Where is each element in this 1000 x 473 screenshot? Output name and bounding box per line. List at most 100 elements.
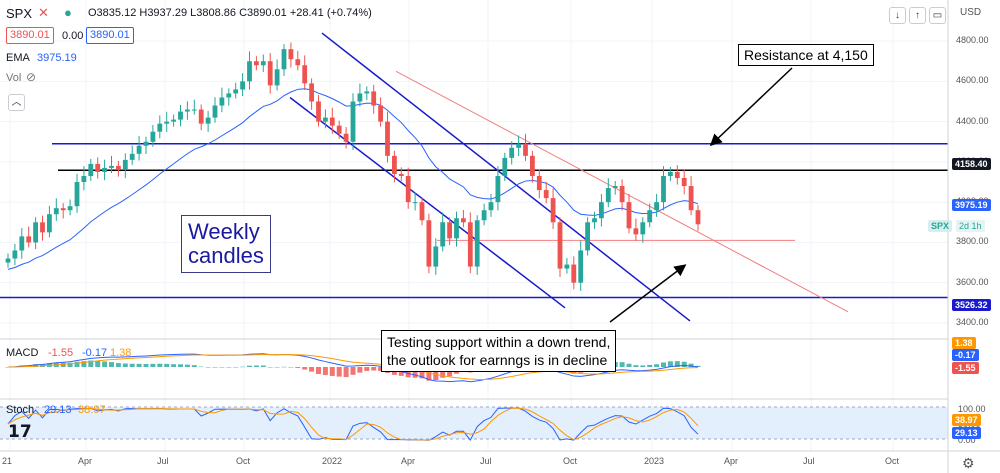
macd-histogram-bar xyxy=(178,364,183,367)
macd-histogram-bar xyxy=(226,367,232,368)
macd-tag-1: 1.38 xyxy=(952,337,976,349)
candle-body xyxy=(309,83,314,102)
time-tick-label: Oct xyxy=(236,456,251,466)
candle-body xyxy=(619,186,625,203)
support-price-tag: 3526.32 xyxy=(952,299,991,311)
macd-histogram-bar xyxy=(240,366,246,368)
candle-body xyxy=(371,91,377,106)
macd-histogram-bar xyxy=(295,367,301,368)
macd-tag-3: -1.55 xyxy=(952,362,979,374)
candle-body xyxy=(316,101,321,122)
candle-body xyxy=(5,258,11,263)
macd-histogram-bar xyxy=(667,361,673,367)
candle-body xyxy=(467,222,473,267)
buy-price-box[interactable]: 3890.01 xyxy=(86,27,134,44)
candle-body xyxy=(60,208,66,211)
stoch-tick-label: 100.00 xyxy=(958,404,986,414)
candle-body xyxy=(12,250,18,259)
candle-body xyxy=(564,264,570,269)
candle-body xyxy=(109,165,114,168)
gear-icon[interactable]: ⚙ xyxy=(962,455,975,471)
macd-histogram-bar xyxy=(274,367,280,368)
close-icon[interactable]: ✕ xyxy=(38,5,49,20)
macd-histogram-bar xyxy=(695,365,701,367)
macd-label[interactable]: MACD xyxy=(6,347,39,359)
time-tick-label: 21 xyxy=(2,456,13,466)
price-tick-label: 3800.00 xyxy=(956,236,989,247)
move-down-icon[interactable]: ↓ xyxy=(889,7,906,24)
symbol-label[interactable]: SPX xyxy=(6,6,33,21)
macd-histogram-bar xyxy=(281,366,287,368)
macd-histogram-bar xyxy=(633,365,639,367)
candle-body xyxy=(364,91,370,94)
support-arrow xyxy=(609,264,687,323)
stoch-value-2: 38.97 xyxy=(78,404,106,416)
macd-histogram-bar xyxy=(322,367,328,376)
macd-histogram-bar xyxy=(674,361,680,367)
currency-label[interactable]: USD xyxy=(960,7,982,18)
macd-histogram-bar xyxy=(191,365,197,367)
spread-value: 0.00 xyxy=(62,30,84,42)
macd-histogram-bar xyxy=(316,367,321,374)
macd-histogram-bar xyxy=(267,367,273,368)
macd-histogram-bar xyxy=(81,361,87,367)
candle-body xyxy=(171,119,176,122)
collapse-legend-icon[interactable]: ︿ xyxy=(8,94,25,111)
stoch-label[interactable]: Stoch xyxy=(6,404,35,416)
macd-histogram-bar xyxy=(74,361,80,367)
candle-body xyxy=(509,147,515,158)
macd-histogram-bar xyxy=(681,361,687,367)
macd-histogram-bar xyxy=(260,365,266,367)
move-up-icon[interactable]: ↑ xyxy=(909,7,926,24)
macd-histogram-bar xyxy=(212,367,218,368)
sell-price-box[interactable]: 3890.01 xyxy=(6,27,54,44)
tradingview-logo-icon[interactable]: 𝟭𝟳 xyxy=(8,422,32,441)
macd-histogram-bar xyxy=(302,367,308,370)
testing-line-2: the outlook for earnngs is in decline xyxy=(387,352,608,368)
channel-lower-line xyxy=(289,96,566,309)
candle-body xyxy=(198,109,204,124)
stoch-pane xyxy=(7,407,699,442)
macd-histogram-bar xyxy=(647,364,653,367)
ema-price-tag: 3975.19 xyxy=(952,199,991,211)
stoch-tag-1: 38.97 xyxy=(952,414,981,426)
eye-off-icon[interactable]: ⊘ xyxy=(26,70,37,84)
candle-body xyxy=(640,222,646,235)
macd-histogram-bar xyxy=(640,365,646,367)
candle-body xyxy=(695,210,701,225)
macd-histogram-bar xyxy=(150,363,156,367)
candle-body xyxy=(426,220,432,267)
candle-body xyxy=(412,202,418,204)
time-tick-label: Oct xyxy=(563,456,578,466)
candle-body xyxy=(150,131,156,142)
macd-histogram-bar xyxy=(67,362,73,367)
candle-body xyxy=(681,177,687,187)
candle-body xyxy=(343,133,349,142)
macd-pane xyxy=(5,353,701,383)
macd-histogram-bar xyxy=(426,367,432,381)
spx-tag: SPX xyxy=(928,220,953,232)
vol-label[interactable]: Vol xyxy=(6,72,22,84)
candle-body xyxy=(191,109,197,111)
candle-body xyxy=(40,222,45,233)
candle-body xyxy=(323,117,328,122)
trend-drawings xyxy=(0,32,948,440)
candle-body xyxy=(164,121,170,124)
macd-histogram-bar xyxy=(205,367,211,368)
testing-line-1: Testing support within a down trend, xyxy=(387,334,611,350)
candle-body xyxy=(405,175,411,203)
macd-histogram-bar xyxy=(5,367,11,368)
candle-body xyxy=(454,218,459,239)
candle-body xyxy=(129,153,135,160)
candle-body xyxy=(378,105,383,122)
ema-label[interactable]: EMA xyxy=(6,52,30,64)
macd-histogram-bar xyxy=(136,363,142,367)
candle-body xyxy=(571,264,577,283)
candle-body xyxy=(233,89,239,94)
candle-body xyxy=(219,97,225,106)
macd-value-1: -1.55 xyxy=(48,347,74,359)
candle-body xyxy=(605,188,611,203)
maximize-icon[interactable]: ▭ xyxy=(929,7,946,24)
macd-histogram-bar xyxy=(33,364,39,367)
